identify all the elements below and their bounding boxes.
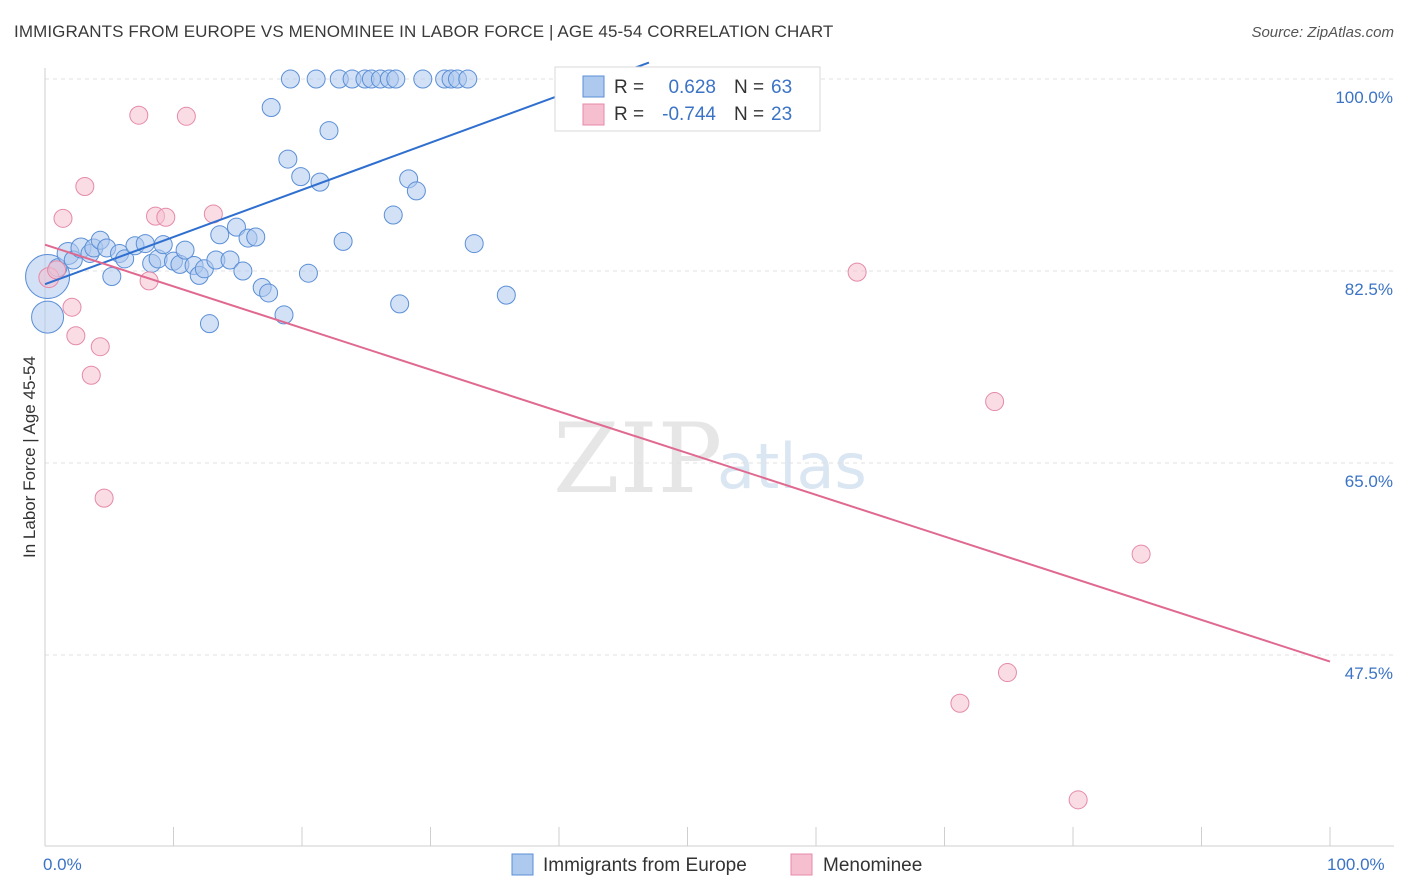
point-menominee xyxy=(997,663,1017,683)
x-tick-label-max: 100.0% xyxy=(1327,855,1385,874)
point-immigrants-from-europe xyxy=(383,205,403,225)
point-menominee xyxy=(950,693,970,713)
point-menominee xyxy=(176,106,196,126)
point-menominee xyxy=(81,365,101,385)
point-menominee xyxy=(75,177,95,197)
point-immigrants-from-europe xyxy=(386,69,406,89)
point-menominee xyxy=(62,297,82,317)
point-immigrants-from-europe xyxy=(280,69,300,89)
series-legend: Immigrants from Europe Menominee xyxy=(511,853,922,876)
gridlines xyxy=(45,78,1394,656)
stats-r-value-blue: 0.628 xyxy=(668,77,716,98)
point-immigrants-from-europe xyxy=(274,305,294,325)
trend-lines xyxy=(44,61,1331,663)
point-menominee xyxy=(129,105,149,125)
point-immigrants-from-europe xyxy=(210,225,230,245)
stats-legend-swatch-blue xyxy=(582,75,605,98)
point-immigrants-from-europe xyxy=(333,231,353,251)
point-immigrants-from-europe xyxy=(298,263,318,283)
point-menominee xyxy=(1068,790,1088,810)
series-immigrants-from-europe xyxy=(25,69,695,334)
point-immigrants-from-europe xyxy=(246,227,266,247)
point-menominee xyxy=(94,488,114,508)
chart-title: IMMIGRANTS FROM EUROPE VS MENOMINEE IN L… xyxy=(14,22,834,41)
point-immigrants-from-europe xyxy=(496,285,516,305)
stats-n-value-pink: 23 xyxy=(771,104,792,125)
legend-swatch-menominee xyxy=(790,853,813,876)
point-immigrants-from-europe xyxy=(261,98,281,118)
point-immigrants-from-europe xyxy=(310,172,330,192)
stats-legend-swatch-pink xyxy=(582,103,605,126)
point-immigrants-from-europe xyxy=(406,181,426,201)
stats-r-label-pink: R = xyxy=(614,104,644,125)
point-immigrants-from-europe xyxy=(175,240,195,260)
point-immigrants-from-europe xyxy=(390,294,410,314)
point-immigrants-from-europe xyxy=(199,314,219,334)
stats-r-label-blue: R = xyxy=(614,77,644,98)
point-menominee xyxy=(847,262,867,282)
point-immigrants-from-europe xyxy=(226,217,246,237)
point-menominee xyxy=(47,260,67,280)
point-immigrants-from-europe xyxy=(233,261,253,281)
chart-source: Source: ZipAtlas.com xyxy=(1251,24,1394,41)
point-immigrants-from-europe xyxy=(306,69,326,89)
point-immigrants-from-europe xyxy=(458,69,478,89)
stats-legend: R = 0.628 N = 63 R = -0.744 N = 23 xyxy=(554,66,821,132)
y-tick-label: 100.0% xyxy=(1335,88,1393,107)
y-tick-label: 65.0% xyxy=(1345,472,1393,491)
watermark-atlas: atlas xyxy=(717,430,867,503)
stats-n-label-pink: N = xyxy=(734,104,764,125)
point-immigrants-from-europe xyxy=(291,167,311,187)
point-immigrants-from-europe xyxy=(464,234,484,254)
legend-label-menominee: Menominee xyxy=(823,855,922,876)
legend-swatch-immigrants-from-europe xyxy=(511,853,534,876)
point-immigrants-from-europe xyxy=(319,121,339,141)
point-immigrants-from-europe xyxy=(31,300,65,334)
trend-line-menominee xyxy=(44,243,1331,663)
point-menominee xyxy=(53,208,73,228)
watermark-zip: ZIP xyxy=(553,403,722,515)
point-immigrants-from-europe xyxy=(278,149,298,169)
series-menominee xyxy=(38,105,1151,810)
legend-label-immigrants-from-europe: Immigrants from Europe xyxy=(543,855,747,876)
point-menominee xyxy=(1131,544,1151,564)
point-immigrants-from-europe xyxy=(102,266,122,286)
y-tick-label: 82.5% xyxy=(1345,280,1393,299)
stats-r-value-pink: -0.744 xyxy=(662,104,716,125)
point-menominee xyxy=(90,337,110,357)
point-immigrants-from-europe xyxy=(220,250,240,270)
stats-n-label-blue: N = xyxy=(734,77,764,98)
point-immigrants-from-europe xyxy=(259,283,279,303)
y-axis-tick-labels: 47.5% 65.0% 82.5% 100.0% xyxy=(1335,88,1393,683)
point-immigrants-from-europe xyxy=(413,69,433,89)
trend-line-immigrants-from-europe xyxy=(44,61,650,286)
point-menominee xyxy=(66,326,86,346)
point-menominee xyxy=(156,207,176,227)
y-axis-label: In Labor Force | Age 45-54 xyxy=(20,356,39,558)
stats-n-value-blue: 63 xyxy=(771,77,792,98)
point-menominee xyxy=(985,392,1005,412)
x-axis-ticks xyxy=(44,827,1331,846)
y-tick-label: 47.5% xyxy=(1345,664,1393,683)
x-tick-label-min: 0.0% xyxy=(43,855,82,874)
